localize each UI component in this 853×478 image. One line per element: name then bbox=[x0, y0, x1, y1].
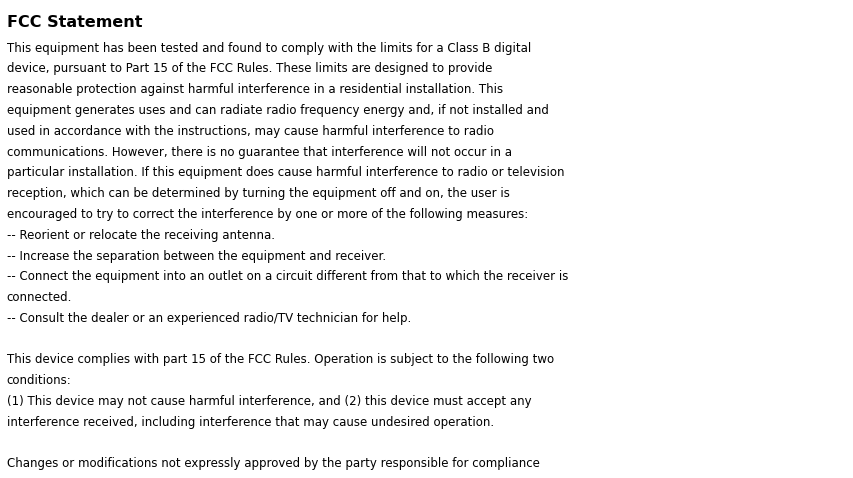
Text: -- Reorient or relocate the receiving antenna.: -- Reorient or relocate the receiving an… bbox=[7, 228, 275, 242]
Text: -- Increase the separation between the equipment and receiver.: -- Increase the separation between the e… bbox=[7, 250, 386, 262]
Text: -- Connect the equipment into an outlet on a circuit different from that to whic: -- Connect the equipment into an outlet … bbox=[7, 270, 567, 283]
Text: encouraged to try to correct the interference by one or more of the following me: encouraged to try to correct the interfe… bbox=[7, 208, 527, 221]
Text: device, pursuant to Part 15 of the FCC Rules. These limits are designed to provi: device, pursuant to Part 15 of the FCC R… bbox=[7, 63, 491, 76]
Text: connected.: connected. bbox=[7, 291, 73, 304]
Text: conditions:: conditions: bbox=[7, 374, 72, 387]
Text: -- Consult the dealer or an experienced radio/TV technician for help.: -- Consult the dealer or an experienced … bbox=[7, 312, 410, 325]
Text: communications. However, there is no guarantee that interference will not occur : communications. However, there is no gua… bbox=[7, 145, 511, 159]
Text: particular installation. If this equipment does cause harmful interference to ra: particular installation. If this equipme… bbox=[7, 166, 564, 179]
Text: (1) This device may not cause harmful interference, and (2) this device must acc: (1) This device may not cause harmful in… bbox=[7, 395, 531, 408]
Text: This device complies with part 15 of the FCC Rules. Operation is subject to the : This device complies with part 15 of the… bbox=[7, 353, 554, 367]
Text: Changes or modifications not expressly approved by the party responsible for com: Changes or modifications not expressly a… bbox=[7, 457, 539, 470]
Text: This equipment has been tested and found to comply with the limits for a Class B: This equipment has been tested and found… bbox=[7, 42, 531, 54]
Text: reception, which can be determined by turning the equipment off and on, the user: reception, which can be determined by tu… bbox=[7, 187, 509, 200]
Text: equipment generates uses and can radiate radio frequency energy and, if not inst: equipment generates uses and can radiate… bbox=[7, 104, 548, 117]
Text: reasonable protection against harmful interference in a residential installation: reasonable protection against harmful in… bbox=[7, 83, 502, 96]
Text: interference received, including interference that may cause undesired operation: interference received, including interfe… bbox=[7, 416, 493, 429]
Text: FCC Statement: FCC Statement bbox=[7, 15, 142, 30]
Text: used in accordance with the instructions, may cause harmful interference to radi: used in accordance with the instructions… bbox=[7, 125, 493, 138]
